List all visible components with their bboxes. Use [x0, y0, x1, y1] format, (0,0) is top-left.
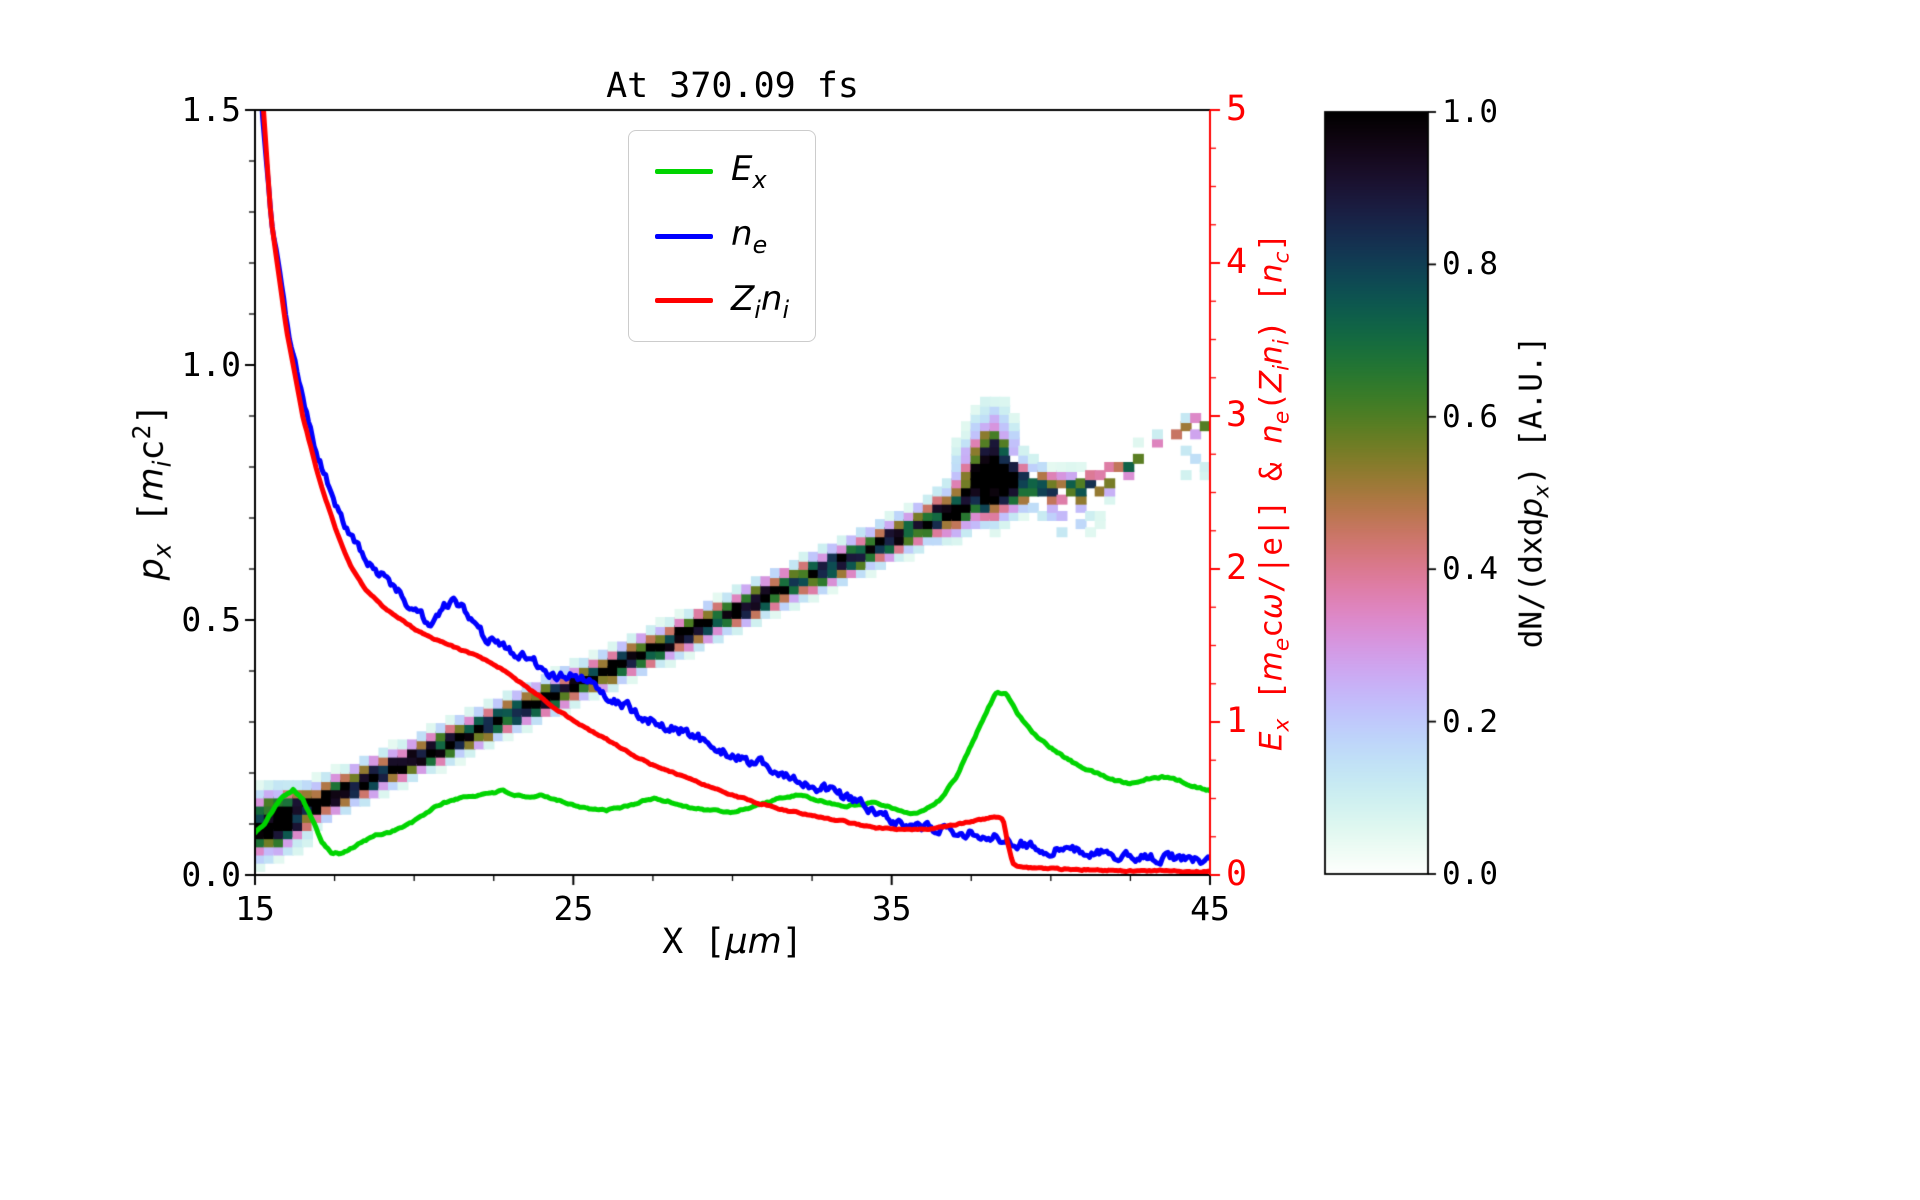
colorbar-tick-label-1.0: 1.0: [1442, 94, 1498, 130]
x-tick-label-15: 15: [235, 889, 275, 928]
y-axis-left-label: px [mic2]: [127, 403, 177, 581]
legend-label-3: Zini: [731, 278, 790, 324]
colorbar-tick-label-0.0: 0.0: [1442, 856, 1498, 892]
y-axis-right-label: Ex [mecω/|e|] & ne(Zini) [nc]: [1253, 232, 1295, 752]
y-left-tick-label-1.0: 1.0: [181, 345, 241, 384]
colorbar-tick-label-0.6: 0.6: [1442, 398, 1498, 435]
legend-item-2: ne: [655, 214, 789, 259]
legend-item-1: Ex: [655, 149, 789, 194]
legend-label-2: ne: [731, 213, 768, 259]
y-right-tick-label-0: 0: [1226, 854, 1248, 894]
y-right-tick-label-4: 4: [1226, 242, 1248, 282]
plot-title: At 370.09 fs: [606, 66, 859, 106]
colorbar-label: dN/(dxdpx) [A.U.]: [1513, 335, 1555, 649]
colorbar-tick-label-0.8: 0.8: [1442, 246, 1498, 283]
legend: Ex ne Zini: [628, 130, 817, 343]
legend-swatch-2: [655, 233, 713, 239]
y-right-tick-label-5: 5: [1226, 89, 1248, 129]
x-axis-label: X [μm]: [662, 922, 803, 962]
colorbar-tick-label-0.2: 0.2: [1442, 703, 1498, 740]
y-right-tick-label-2: 2: [1226, 548, 1248, 588]
x-tick-label-45: 45: [1190, 889, 1230, 928]
y-left-tick-label-1.5: 1.5: [181, 90, 241, 129]
legend-swatch-1: [655, 168, 713, 174]
x-tick-label-25: 25: [553, 889, 594, 928]
colorbar-tick-label-0.4: 0.4: [1442, 551, 1498, 588]
x-tick-label-35: 35: [871, 889, 912, 928]
y-right-tick-label-1: 1: [1226, 701, 1248, 741]
y-left-tick-label-0.5: 0.5: [181, 600, 241, 639]
legend-label-1: Ex: [731, 149, 767, 194]
legend-swatch-3: [655, 298, 713, 304]
y-right-tick-label-3: 3: [1226, 395, 1248, 435]
y-left-tick-label-0.0: 0.0: [181, 855, 241, 894]
legend-item-3: Zini: [655, 278, 790, 324]
